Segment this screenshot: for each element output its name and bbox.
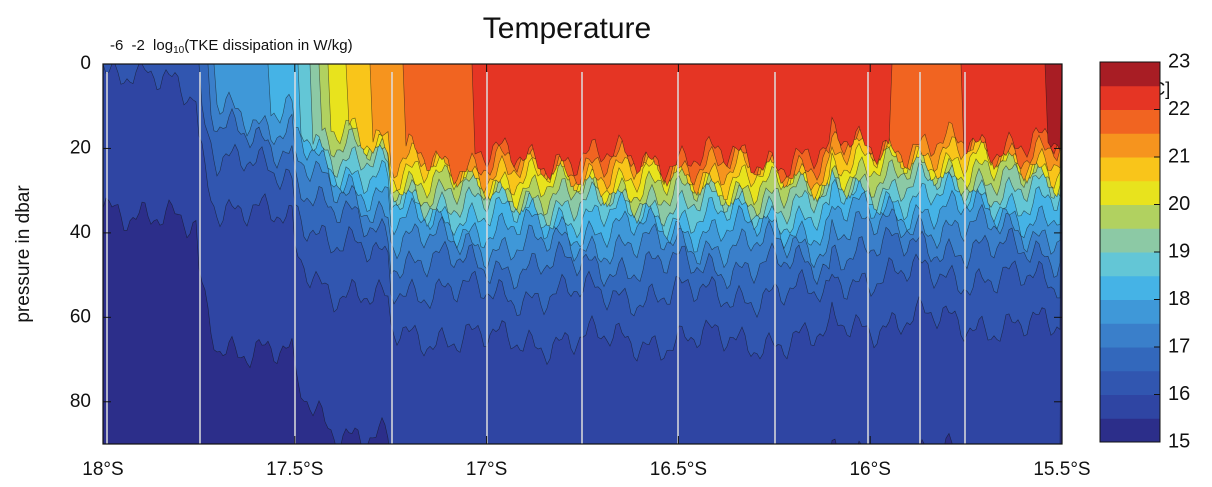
colorbar-segment xyxy=(1100,370,1160,395)
y-tick-label: 20 xyxy=(70,137,91,158)
plot-frame xyxy=(102,63,1063,445)
y-tick-label: 0 xyxy=(80,53,91,74)
colorbar-segment xyxy=(1100,109,1160,134)
colorbar-segment xyxy=(1100,133,1160,158)
colorbar-tick-label: 23 xyxy=(1168,50,1190,72)
top-axis-label: -6 -2 log10(TKE dissipation in W/kg) xyxy=(110,37,353,56)
y-axis-label: pressure in dbar xyxy=(13,185,34,323)
colorbar-tick-label: 15 xyxy=(1168,430,1190,452)
colorbar-segment xyxy=(1100,275,1160,300)
colorbar-tick-label: 16 xyxy=(1168,383,1190,405)
colorbar-segment xyxy=(1100,157,1160,182)
colorbar-segment xyxy=(1100,347,1160,372)
x-tick-label: 18°S xyxy=(82,459,123,480)
colorbar-tick-label: 21 xyxy=(1168,145,1190,167)
x-tick-label: 17°S xyxy=(466,459,507,480)
colorbar-tick-label: 22 xyxy=(1168,98,1190,120)
top-tick: -2 xyxy=(132,37,145,54)
colorbar-segment xyxy=(1100,204,1160,229)
colorbar-segment xyxy=(1100,299,1160,324)
label-sub: 10 xyxy=(173,45,185,56)
colorbar-segment xyxy=(1100,180,1160,205)
chart-title: Temperature xyxy=(483,12,651,45)
colorbar-tick-label: 20 xyxy=(1168,193,1190,215)
colorbar-segment xyxy=(1100,62,1160,87)
x-tick-label: 17.5°S xyxy=(266,459,323,480)
colorbar-tick-label: 19 xyxy=(1168,240,1190,262)
colorbar-segment xyxy=(1100,323,1160,348)
colorbar-segment xyxy=(1100,228,1160,253)
top-tick: -6 xyxy=(110,37,123,54)
colorbar-segment xyxy=(1100,85,1160,110)
x-tick-label: 16.5°S xyxy=(650,459,707,480)
temperature-field xyxy=(103,64,1062,444)
x-tick-label: 15.5°S xyxy=(1033,459,1090,480)
label-part: log xyxy=(153,37,173,54)
label-part: (TKE dissipation in W/kg) xyxy=(184,37,352,54)
colorbar-segment xyxy=(1100,394,1160,419)
x-tick-label: 16°S xyxy=(849,459,890,480)
colorbar-tick-label: 17 xyxy=(1168,335,1190,357)
colorbar-segment xyxy=(1100,418,1160,443)
y-tick-label: 40 xyxy=(70,222,91,243)
y-tick-label: 80 xyxy=(70,391,91,412)
colorbar-tick-label: 18 xyxy=(1168,288,1190,310)
colorbar-segment xyxy=(1100,252,1160,277)
y-tick-label: 60 xyxy=(70,306,91,327)
